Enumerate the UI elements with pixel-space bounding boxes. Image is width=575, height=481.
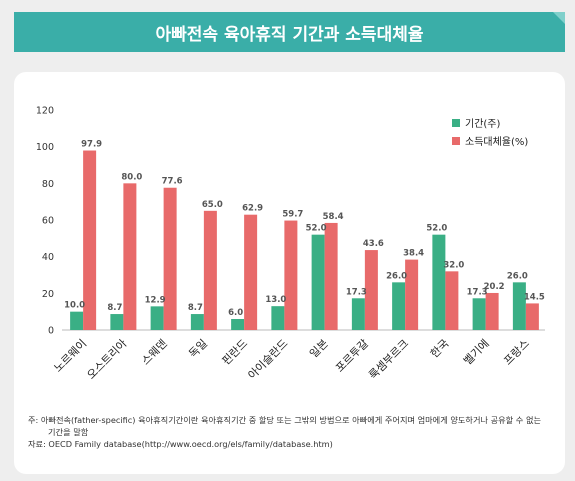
- legend-label-1: 소득대체율(%): [465, 136, 528, 148]
- data-label-replacement-10: 20.2: [484, 282, 505, 292]
- bar-period-0: [70, 311, 84, 330]
- note-line-1: 주: 아빠전속(father-specific) 육아휴직기간이란 육아휴직기간…: [28, 415, 542, 425]
- x-tick-label-0: 노르웨이: [51, 337, 89, 375]
- legend: 기간(주) 소득대체율(%): [452, 118, 528, 148]
- bar-period-5: [271, 306, 285, 330]
- bars: [70, 150, 539, 330]
- legend-swatch-1: [452, 137, 460, 145]
- x-tick-label-6: 일본: [307, 336, 331, 360]
- bar-period-1: [110, 314, 124, 330]
- data-label-period-7: 17.3: [346, 287, 367, 297]
- x-tick-label-7: 포르투갈: [332, 336, 371, 375]
- bar-replacement-3: [203, 210, 217, 330]
- bar-replacement-9: [445, 271, 459, 330]
- data-label-period-3: 8.7: [188, 303, 203, 313]
- y-tick-label-5: 100: [36, 142, 54, 153]
- x-tick-label-10: 벨기에: [461, 337, 492, 368]
- data-label-replacement-6: 58.4: [323, 212, 344, 222]
- data-label-period-6: 52.0: [306, 224, 327, 234]
- legend-swatch-0: [452, 119, 460, 127]
- x-tick-label-4: 핀란드: [220, 337, 251, 368]
- bar-period-4: [231, 319, 245, 330]
- bar-period-9: [432, 234, 446, 330]
- bar-replacement-5: [284, 220, 298, 330]
- bar-period-2: [150, 306, 164, 330]
- y-tick-label-3: 60: [42, 216, 54, 227]
- bar-replacement-10: [485, 292, 499, 330]
- x-tick-label-8: 룩셈부르크: [366, 337, 411, 382]
- note-line-2: 기간을 말함: [48, 427, 89, 437]
- y-tick-label-0: 0: [48, 326, 54, 337]
- data-label-replacement-2: 77.6: [162, 177, 183, 187]
- data-label-period-5: 13.0: [265, 295, 286, 305]
- bar-replacement-7: [364, 250, 378, 330]
- bar-period-11: [512, 282, 526, 330]
- y-tick-label-4: 80: [42, 179, 54, 190]
- data-label-period-8: 26.0: [386, 271, 407, 281]
- bar-replacement-4: [244, 214, 258, 330]
- data-label-replacement-8: 38.4: [403, 249, 424, 259]
- bar-period-10: [472, 298, 486, 330]
- x-tick-label-2: 스웨덴: [139, 337, 170, 368]
- chart-notes: 주: 아빠전속(father-specific) 육아휴직기간이란 육아휴직기간…: [28, 414, 558, 450]
- data-label-period-10: 17.3: [467, 287, 488, 297]
- source-note: 자료: OECD Family database(http://www.oecd…: [28, 439, 333, 449]
- banner-corner-fold: [553, 12, 565, 24]
- data-label-replacement-1: 80.0: [121, 172, 142, 182]
- data-label-period-9: 52.0: [426, 224, 447, 234]
- data-labels: 10.0 97.9 8.7 80.0 12.9 77.6 8.7 65.0 6.0 62.9 13.…: [64, 140, 545, 318]
- data-label-replacement-7: 43.6: [363, 239, 384, 249]
- bar-replacement-6: [324, 222, 338, 330]
- data-label-period-0: 10.0: [64, 301, 85, 311]
- data-label-period-2: 12.9: [145, 295, 166, 305]
- y-axis: 0 20 40 60 80 100 120: [36, 106, 545, 337]
- data-label-period-4: 6.0: [228, 308, 243, 318]
- banner-title: 아빠전속 육아휴직 기간과 소득대체율: [155, 24, 424, 45]
- bar-period-7: [351, 298, 365, 330]
- x-tick-label-5: 아이슬란드: [246, 337, 291, 382]
- y-tick-label-6: 120: [36, 106, 54, 117]
- bar-replacement-8: [405, 259, 419, 330]
- data-label-period-1: 8.7: [107, 303, 122, 313]
- bar-replacement-1: [123, 183, 137, 330]
- data-label-replacement-9: 32.0: [443, 260, 464, 270]
- x-tick-label-11: 프랑스: [501, 337, 532, 368]
- data-label-replacement-0: 97.9: [81, 140, 102, 150]
- x-tick-label-9: 한국: [428, 337, 452, 361]
- bar-replacement-0: [83, 150, 97, 330]
- chart-banner: 아빠전속 육아휴직 기간과 소득대체율: [14, 12, 565, 52]
- y-tick-label-2: 40: [42, 252, 54, 263]
- legend-label-0: 기간(주): [465, 118, 501, 130]
- data-label-period-11: 26.0: [507, 271, 528, 281]
- data-label-replacement-5: 59.7: [282, 210, 303, 220]
- x-tick-label-1: 오스트리아: [85, 337, 130, 382]
- bar-period-8: [392, 282, 406, 330]
- y-tick-label-1: 20: [42, 289, 54, 300]
- bar-replacement-11: [525, 303, 539, 330]
- data-label-replacement-11: 14.5: [524, 292, 545, 302]
- bar-period-3: [190, 314, 204, 330]
- bar-period-6: [311, 234, 325, 330]
- data-label-replacement-4: 62.9: [242, 204, 263, 214]
- x-tick-label-3: 독일: [186, 336, 210, 360]
- bar-replacement-2: [163, 187, 177, 330]
- data-label-replacement-3: 65.0: [202, 200, 223, 210]
